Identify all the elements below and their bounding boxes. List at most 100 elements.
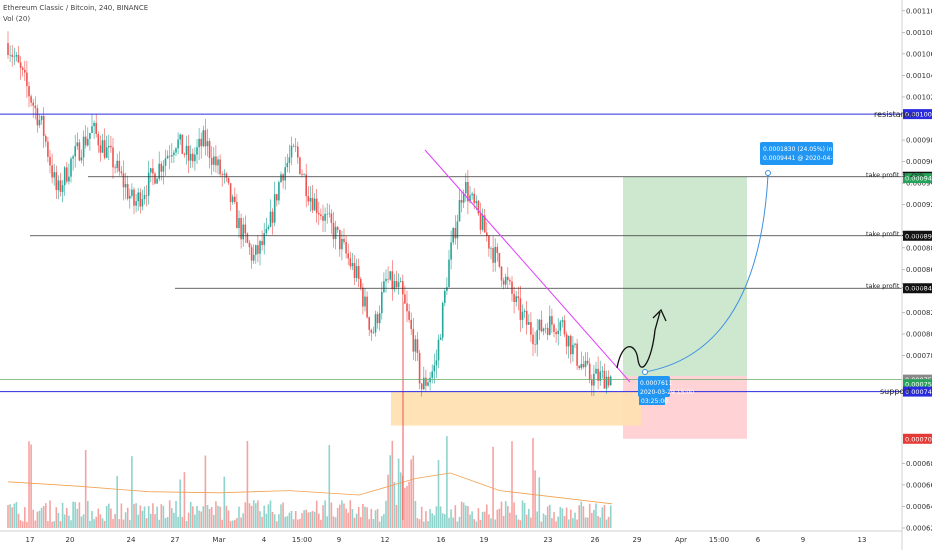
candle-body (591, 379, 593, 386)
candle-body (483, 215, 486, 233)
price-tag-text: 0.0007579 (905, 381, 932, 389)
time-tick-label: 15:00 (709, 536, 729, 544)
candle-body (210, 158, 213, 165)
volume-bar (399, 472, 402, 528)
volume-bars (7, 436, 613, 528)
candle-body (481, 215, 484, 230)
price-tag-text: 0.0008912 (905, 232, 932, 240)
volume-bar (38, 510, 41, 528)
volume-bar (542, 513, 545, 528)
volume-bar (582, 506, 585, 528)
volume-bar (515, 514, 517, 528)
candle-body (80, 157, 83, 161)
volume-bar (500, 501, 503, 528)
volume-bar (465, 505, 467, 528)
entry-tooltip-line2: 2020-03-29 15:00 (640, 389, 694, 396)
time-axis[interactable]: 17 20 24 27 Mar 4 15:00 9 12 16 19 23 26 29 Apr 15:00 6 9… (26, 536, 867, 544)
candle-body (395, 280, 398, 288)
candle-body (525, 310, 528, 325)
volume-bar (97, 508, 100, 528)
candle-body (528, 322, 530, 325)
time-remaining-text: 03:25:00 (641, 398, 668, 405)
volume-bar (17, 513, 20, 528)
volume-bar (299, 518, 301, 528)
volume-bar (339, 504, 341, 528)
target-tooltip-line2: 0.0009441 @ 2020-04-06 23:00 (763, 155, 860, 162)
take-profit-zone (623, 176, 747, 376)
volume-bar (511, 441, 513, 528)
candle-body (374, 314, 377, 333)
candle-body (11, 54, 13, 57)
volume-bar (534, 470, 536, 528)
candle-body (521, 311, 524, 320)
time-tick-label: 17 (26, 536, 35, 544)
candle-body (194, 154, 196, 162)
candle-body (40, 115, 43, 121)
candle-body (276, 194, 278, 201)
volume-bar (152, 503, 154, 528)
candle-body (78, 142, 81, 161)
candle-body (462, 193, 465, 203)
candle-body (458, 199, 461, 222)
volume-bar (143, 506, 146, 528)
volume-bar (492, 446, 494, 528)
candle-body (215, 156, 217, 166)
candle-body (269, 211, 272, 227)
candle-body (320, 214, 322, 217)
volume-bar (481, 511, 484, 528)
price-tick-label: 0.0008200 (906, 309, 932, 317)
candle-body (15, 54, 18, 57)
volume-bar (192, 506, 194, 528)
candle-body (231, 196, 234, 203)
candle-body (515, 296, 517, 303)
candle-body (381, 291, 383, 314)
volume-bar (580, 501, 583, 528)
candle-body (488, 235, 490, 249)
candle-body (72, 156, 74, 159)
candle-body (416, 339, 419, 354)
volume-bar (387, 474, 389, 528)
candle-body (418, 353, 421, 384)
volume-bar (313, 511, 316, 528)
candle-body (465, 182, 467, 194)
candle-body (309, 197, 312, 202)
candle-body (87, 138, 89, 146)
entry-tooltip: 0.0007611 2020-03-29 15:00 (638, 376, 694, 397)
volume-bar (215, 501, 217, 528)
volume-bar (61, 502, 64, 528)
candle-body (297, 146, 299, 158)
candle-body (168, 155, 171, 157)
candle-body (171, 155, 173, 157)
squiggle-arrowhead (652, 308, 667, 322)
candle-body (221, 174, 223, 175)
volume-bar (593, 509, 595, 528)
candle-body (129, 195, 131, 199)
candle-body (286, 162, 289, 168)
candle-body (334, 226, 337, 240)
volume-bar (555, 521, 557, 528)
volume-bar (93, 519, 95, 528)
volume-bar (318, 513, 320, 528)
volume-bar (435, 506, 438, 528)
volume-bar (486, 504, 488, 528)
volume-bar (189, 502, 192, 528)
time-tick-label: 13 (858, 536, 867, 544)
price-axis[interactable]: 0.0011000 0.0010800 0.0010600 0.0010400 0.00… (902, 7, 932, 533)
candle-body (563, 320, 566, 335)
candle-body (441, 302, 444, 338)
candle-body (252, 254, 255, 261)
volume-bar (536, 511, 538, 528)
candle-body (500, 266, 503, 281)
volume-bar (122, 519, 125, 528)
volume-bar (265, 513, 268, 528)
volume-bar (479, 519, 482, 528)
volume-bar (99, 514, 102, 528)
volume-bar (525, 514, 528, 528)
volume-bar (297, 519, 299, 528)
volume-bar (288, 512, 291, 528)
candle-body (28, 86, 30, 97)
candle-body (538, 319, 541, 331)
candle-body (555, 331, 557, 335)
volume-bar (530, 517, 532, 528)
